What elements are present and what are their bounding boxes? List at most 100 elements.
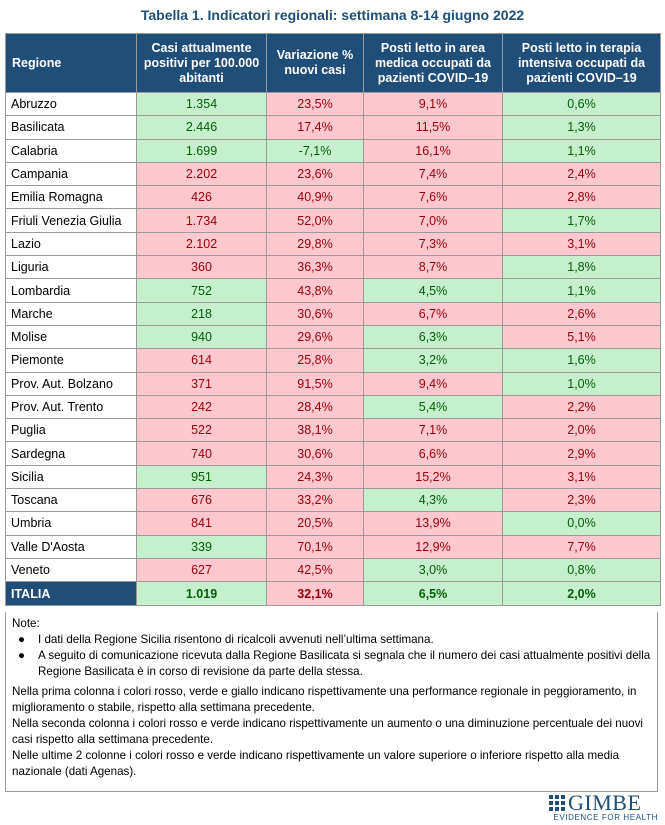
notes-label: Note: bbox=[12, 617, 40, 630]
cell-regione: Umbria bbox=[5, 511, 137, 536]
note-bullet-text: I dati della Regione Sicilia risentono d… bbox=[38, 633, 434, 646]
cell-variazione: 70,1% bbox=[266, 534, 364, 559]
cell-regione: Valle D'Aosta bbox=[5, 534, 137, 559]
cell-regione: Basilicata bbox=[5, 115, 137, 140]
cell-variazione: 43,8% bbox=[266, 278, 364, 303]
cell-regione: Marche bbox=[5, 301, 137, 326]
cell-regione: Sicilia bbox=[5, 464, 137, 490]
logo-name: GIMBE bbox=[568, 790, 642, 815]
cell-variazione: 28,4% bbox=[266, 394, 364, 420]
cell-casi: 951 bbox=[136, 464, 267, 490]
cell-regione: Campania bbox=[5, 161, 137, 187]
cell-casi: 339 bbox=[136, 534, 267, 559]
cell-area-medica: 6,5% bbox=[363, 581, 503, 607]
notes-bullets: ● I dati della Regione Sicilia risentono … bbox=[6, 632, 657, 680]
cell-terapia-intensiva: 1,3% bbox=[502, 115, 661, 140]
header-variazione: Variazione % nuovi casi bbox=[266, 33, 364, 93]
cell-terapia-intensiva: 0,8% bbox=[502, 557, 661, 583]
cell-regione: ITALIA bbox=[5, 581, 137, 607]
cell-variazione: 30,6% bbox=[266, 301, 364, 326]
cell-terapia-intensiva: 0,0% bbox=[502, 511, 661, 536]
cell-variazione: 42,5% bbox=[266, 557, 364, 583]
table-row: Umbria 841 20,5% 13,9% 0,0% bbox=[5, 511, 661, 536]
cell-regione: Lazio bbox=[5, 231, 137, 257]
cell-casi: 242 bbox=[136, 394, 267, 420]
cell-casi: 2.446 bbox=[136, 115, 267, 140]
note-paragraph: Nella seconda colonna i colori rosso e v… bbox=[12, 717, 643, 746]
note-bullet-text: A seguito di comunicazione ricevuta dall… bbox=[38, 649, 651, 678]
cell-variazione: 23,5% bbox=[266, 91, 364, 117]
cell-area-medica: 7,3% bbox=[363, 231, 503, 257]
table-row: Friuli Venezia Giulia 1.734 52,0% 7,0% 1,7% bbox=[5, 208, 661, 233]
cell-regione: Abruzzo bbox=[5, 91, 137, 117]
table-body: Abruzzo 1.354 23,5% 9,1% 0,6% Basilicata 2.446… bbox=[5, 91, 661, 607]
table-row: Campania 2.202 23,6% 7,4% 2,4% bbox=[5, 161, 661, 187]
cell-regione: Prov. Aut. Bolzano bbox=[5, 371, 137, 396]
cell-casi: 371 bbox=[136, 371, 267, 396]
table-row: Toscana 676 33,2% 4,3% 2,3% bbox=[5, 488, 661, 513]
cell-regione: Veneto bbox=[5, 557, 137, 583]
cell-area-medica: 7,1% bbox=[363, 418, 503, 443]
cell-variazione: 20,5% bbox=[266, 511, 364, 536]
cell-casi: 1.734 bbox=[136, 208, 267, 233]
cell-area-medica: 15,2% bbox=[363, 464, 503, 490]
bullet-icon: ● bbox=[18, 633, 26, 646]
cell-area-medica: 4,5% bbox=[363, 278, 503, 303]
cell-terapia-intensiva: 2,4% bbox=[502, 161, 661, 187]
cell-terapia-intensiva: 2,8% bbox=[502, 185, 661, 210]
table-row: Abruzzo 1.354 23,5% 9,1% 0,6% bbox=[5, 91, 661, 117]
cell-area-medica: 3,2% bbox=[363, 348, 503, 373]
cell-terapia-intensiva: 2,6% bbox=[502, 301, 661, 326]
cell-regione: Molise bbox=[5, 324, 137, 350]
cell-regione: Emilia Romagna bbox=[5, 185, 137, 210]
cell-terapia-intensiva: 7,7% bbox=[502, 534, 661, 559]
cell-casi: 841 bbox=[136, 511, 267, 536]
cell-variazione: 17,4% bbox=[266, 115, 364, 140]
cell-regione: Friuli Venezia Giulia bbox=[5, 208, 137, 233]
cell-area-medica: 6,6% bbox=[363, 441, 503, 466]
cell-casi: 627 bbox=[136, 557, 267, 583]
cell-terapia-intensiva: 2,9% bbox=[502, 441, 661, 466]
cell-casi: 1.354 bbox=[136, 91, 267, 117]
header-regione: Regione bbox=[5, 33, 137, 93]
cell-area-medica: 9,4% bbox=[363, 371, 503, 396]
cell-variazione: 25,8% bbox=[266, 348, 364, 373]
table-row: Liguria 360 36,3% 8,7% 1,8% bbox=[5, 255, 661, 280]
table-row: Prov. Aut. Trento 242 28,4% 5,4% 2,2% bbox=[5, 394, 661, 420]
header-row: Regione Casi attualmente positivi per 10… bbox=[5, 33, 661, 93]
cell-variazione: 24,3% bbox=[266, 464, 364, 490]
cell-area-medica: 5,4% bbox=[363, 394, 503, 420]
cell-area-medica: 12,9% bbox=[363, 534, 503, 559]
cell-area-medica: 4,3% bbox=[363, 488, 503, 513]
cell-casi: 426 bbox=[136, 185, 267, 210]
cell-regione: Puglia bbox=[5, 418, 137, 443]
cell-variazione: 40,9% bbox=[266, 185, 364, 210]
cell-terapia-intensiva: 2,0% bbox=[502, 418, 661, 443]
cell-area-medica: 16,1% bbox=[363, 138, 503, 163]
cell-area-medica: 7,0% bbox=[363, 208, 503, 233]
table-title: Tabella 1. Indicatori regionali: settima… bbox=[140, 7, 525, 23]
cell-regione: Prov. Aut. Trento bbox=[5, 394, 137, 420]
cell-variazione: 29,8% bbox=[266, 231, 364, 257]
cell-variazione: 33,2% bbox=[266, 488, 364, 513]
cell-terapia-intensiva: 1,1% bbox=[502, 138, 661, 163]
header-casi: Casi attualmente positivi per 100.000 ab… bbox=[136, 33, 267, 93]
cell-terapia-intensiva: 2,2% bbox=[502, 394, 661, 420]
cell-casi: 360 bbox=[136, 255, 267, 280]
cell-area-medica: 7,6% bbox=[363, 185, 503, 210]
cell-terapia-intensiva: 0,6% bbox=[502, 91, 661, 117]
table-row: Marche 218 30,6% 6,7% 2,6% bbox=[5, 301, 661, 326]
table-row: Sicilia 951 24,3% 15,2% 3,1% bbox=[5, 464, 661, 490]
cell-casi: 940 bbox=[136, 324, 267, 350]
cell-terapia-intensiva: 1,6% bbox=[502, 348, 661, 373]
table-row: Valle D'Aosta 339 70,1% 12,9% 7,7% bbox=[5, 534, 661, 559]
regional-indicators-table: Regione Casi attualmente positivi per 10… bbox=[5, 33, 661, 607]
cell-regione: Lombardia bbox=[5, 278, 137, 303]
notes-box: Note: ● I dati della Regione Sicilia rise… bbox=[5, 612, 658, 792]
total-row: ITALIA 1.019 32,1% 6,5% 2,0% bbox=[5, 581, 661, 607]
table-row: Veneto 627 42,5% 3,0% 0,8% bbox=[5, 557, 661, 583]
header-area-medica: Posti letto in area medica occupati da p… bbox=[363, 33, 503, 93]
bullet-icon: ● bbox=[18, 649, 26, 662]
cell-casi: 218 bbox=[136, 301, 267, 326]
cell-area-medica: 8,7% bbox=[363, 255, 503, 280]
